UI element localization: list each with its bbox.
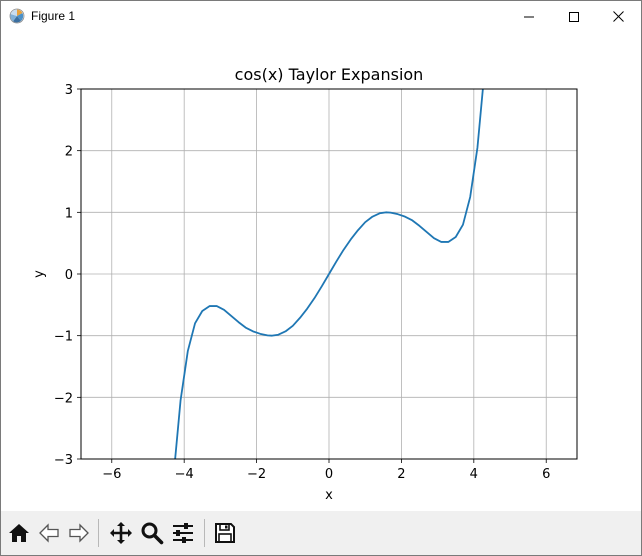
figure-canvas[interactable]: −6 −4 −2 0 2 4 6 −3 −2 −1 0 1 2 3 cos(x) Taylor Expan…: [1, 32, 641, 511]
x-tick-label: 6: [542, 467, 550, 482]
x-tick-label: 2: [397, 467, 405, 482]
y-tick-label: −1: [54, 330, 73, 345]
x-tick-label: −6: [102, 467, 121, 482]
chart-title: cos(x) Taylor Expansion: [235, 65, 424, 84]
matplotlib-logo-icon: [9, 8, 25, 24]
y-tick-label: 3: [65, 83, 73, 98]
ticks: −6 −4 −2 0 2 4 6 −3 −2 −1 0 1 2 3: [54, 83, 551, 482]
y-tick-label: −3: [54, 453, 73, 468]
close-button[interactable]: [596, 1, 641, 32]
minimize-button[interactable]: [506, 1, 551, 32]
y-tick-label: 2: [65, 145, 73, 160]
x-tick-label: −2: [247, 467, 266, 482]
home-icon: [9, 524, 29, 542]
series-layer: [174, 88, 484, 460]
y-tick-label: 1: [65, 206, 73, 221]
magnifier-icon: [141, 522, 164, 545]
zoom-button[interactable]: [138, 519, 166, 547]
configure-subplots-button[interactable]: [169, 519, 197, 547]
grid-lines: [81, 88, 577, 460]
toolbar-separator: [98, 519, 99, 547]
maximize-icon: [568, 11, 579, 22]
home-button[interactable]: [5, 519, 33, 547]
x-tick-label: 0: [325, 467, 333, 482]
window-title: Figure 1: [31, 9, 76, 23]
chart[interactable]: −6 −4 −2 0 2 4 6 −3 −2 −1 0 1 2 3 cos(x) Taylor Expan…: [1, 32, 641, 511]
arrow-right-icon: [69, 523, 89, 543]
save-button[interactable]: [211, 519, 239, 547]
sliders-icon: [173, 523, 193, 543]
title-bar[interactable]: Figure 1: [1, 1, 641, 32]
minimize-icon: [523, 16, 534, 17]
floppy-disk-icon: [215, 523, 235, 543]
forward-button[interactable]: [65, 519, 93, 547]
back-button[interactable]: [35, 519, 63, 547]
x-axis-label: x: [325, 488, 333, 503]
y-axis-label: y: [32, 270, 47, 278]
arrow-left-icon: [39, 523, 59, 543]
x-tick-label: 4: [470, 467, 478, 482]
navigation-toolbar: [1, 511, 641, 555]
maximize-button[interactable]: [551, 1, 596, 32]
close-icon: [613, 11, 624, 22]
x-tick-label: −4: [175, 467, 194, 482]
y-tick-label: −2: [54, 391, 73, 406]
series-line: [174, 88, 484, 460]
y-tick-label: 0: [65, 268, 73, 283]
pan-button[interactable]: [107, 519, 135, 547]
toolbar-separator: [204, 519, 205, 547]
move-icon: [110, 522, 132, 544]
